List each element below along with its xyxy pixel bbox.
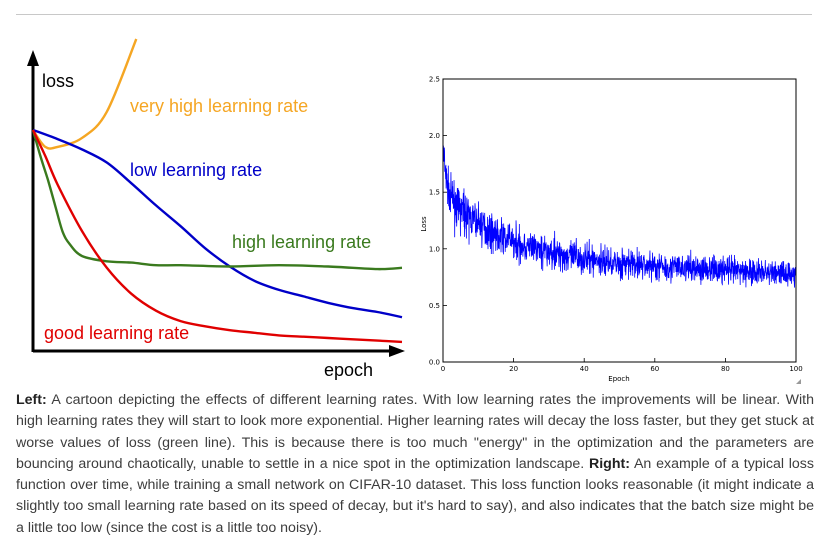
series-very-high-lr <box>32 38 138 150</box>
caption-right-text: An example of a typical loss function ov… <box>16 455 814 536</box>
x-tick-label: 40 <box>580 365 589 373</box>
learning-rate-cartoon: loss epoch very high learning rate low l… <box>27 38 405 380</box>
plot-y-label: Loss <box>420 216 428 232</box>
series-good-lr <box>31 129 403 344</box>
label-high-lr: high learning rate <box>232 232 371 252</box>
y-tick-label: 0.5 <box>429 302 440 310</box>
cifar10-loss-plot: 0 20 40 60 80 100 0.0 0.5 1.0 1.5 2.0 2.5 Epoch Los… <box>420 76 803 384</box>
y-tick-label: 2.5 <box>429 76 440 84</box>
y-axis-arrow <box>27 50 39 66</box>
caption-left-label: Left: <box>16 392 47 408</box>
plot-x-label: Epoch <box>608 375 629 383</box>
top-divider <box>16 14 812 15</box>
y-tick-label: 2.0 <box>429 132 440 140</box>
y-tick-label: 0.0 <box>429 359 440 367</box>
caption-right-label: Right: <box>588 455 630 472</box>
x-tick-label: 80 <box>721 365 730 373</box>
y-axis-label: loss <box>42 71 74 91</box>
label-very-high-lr: very high learning rate <box>130 96 308 116</box>
series-high-lr <box>31 129 403 271</box>
x-tick-label: 60 <box>650 365 659 373</box>
caption-left-text: A cartoon depicting the effects of diffe… <box>16 392 814 472</box>
figure-caption: Left: A cartoon depicting the effects of… <box>16 390 814 539</box>
y-tick-label: 1.0 <box>429 245 440 253</box>
resize-handle-icon <box>796 379 801 384</box>
x-tick-label: 20 <box>509 365 518 373</box>
plot-frame <box>442 78 797 363</box>
label-good-lr: good learning rate <box>44 323 189 343</box>
series-low-lr <box>32 128 403 319</box>
label-low-lr: low learning rate <box>130 160 262 180</box>
x-tick-label: 100 <box>789 365 802 373</box>
x-axis-label: epoch <box>324 360 373 380</box>
loss-series <box>443 145 796 288</box>
x-axis-arrow <box>389 345 405 357</box>
x-tick-label: 0 <box>441 365 445 373</box>
y-tick-label: 1.5 <box>429 189 440 197</box>
